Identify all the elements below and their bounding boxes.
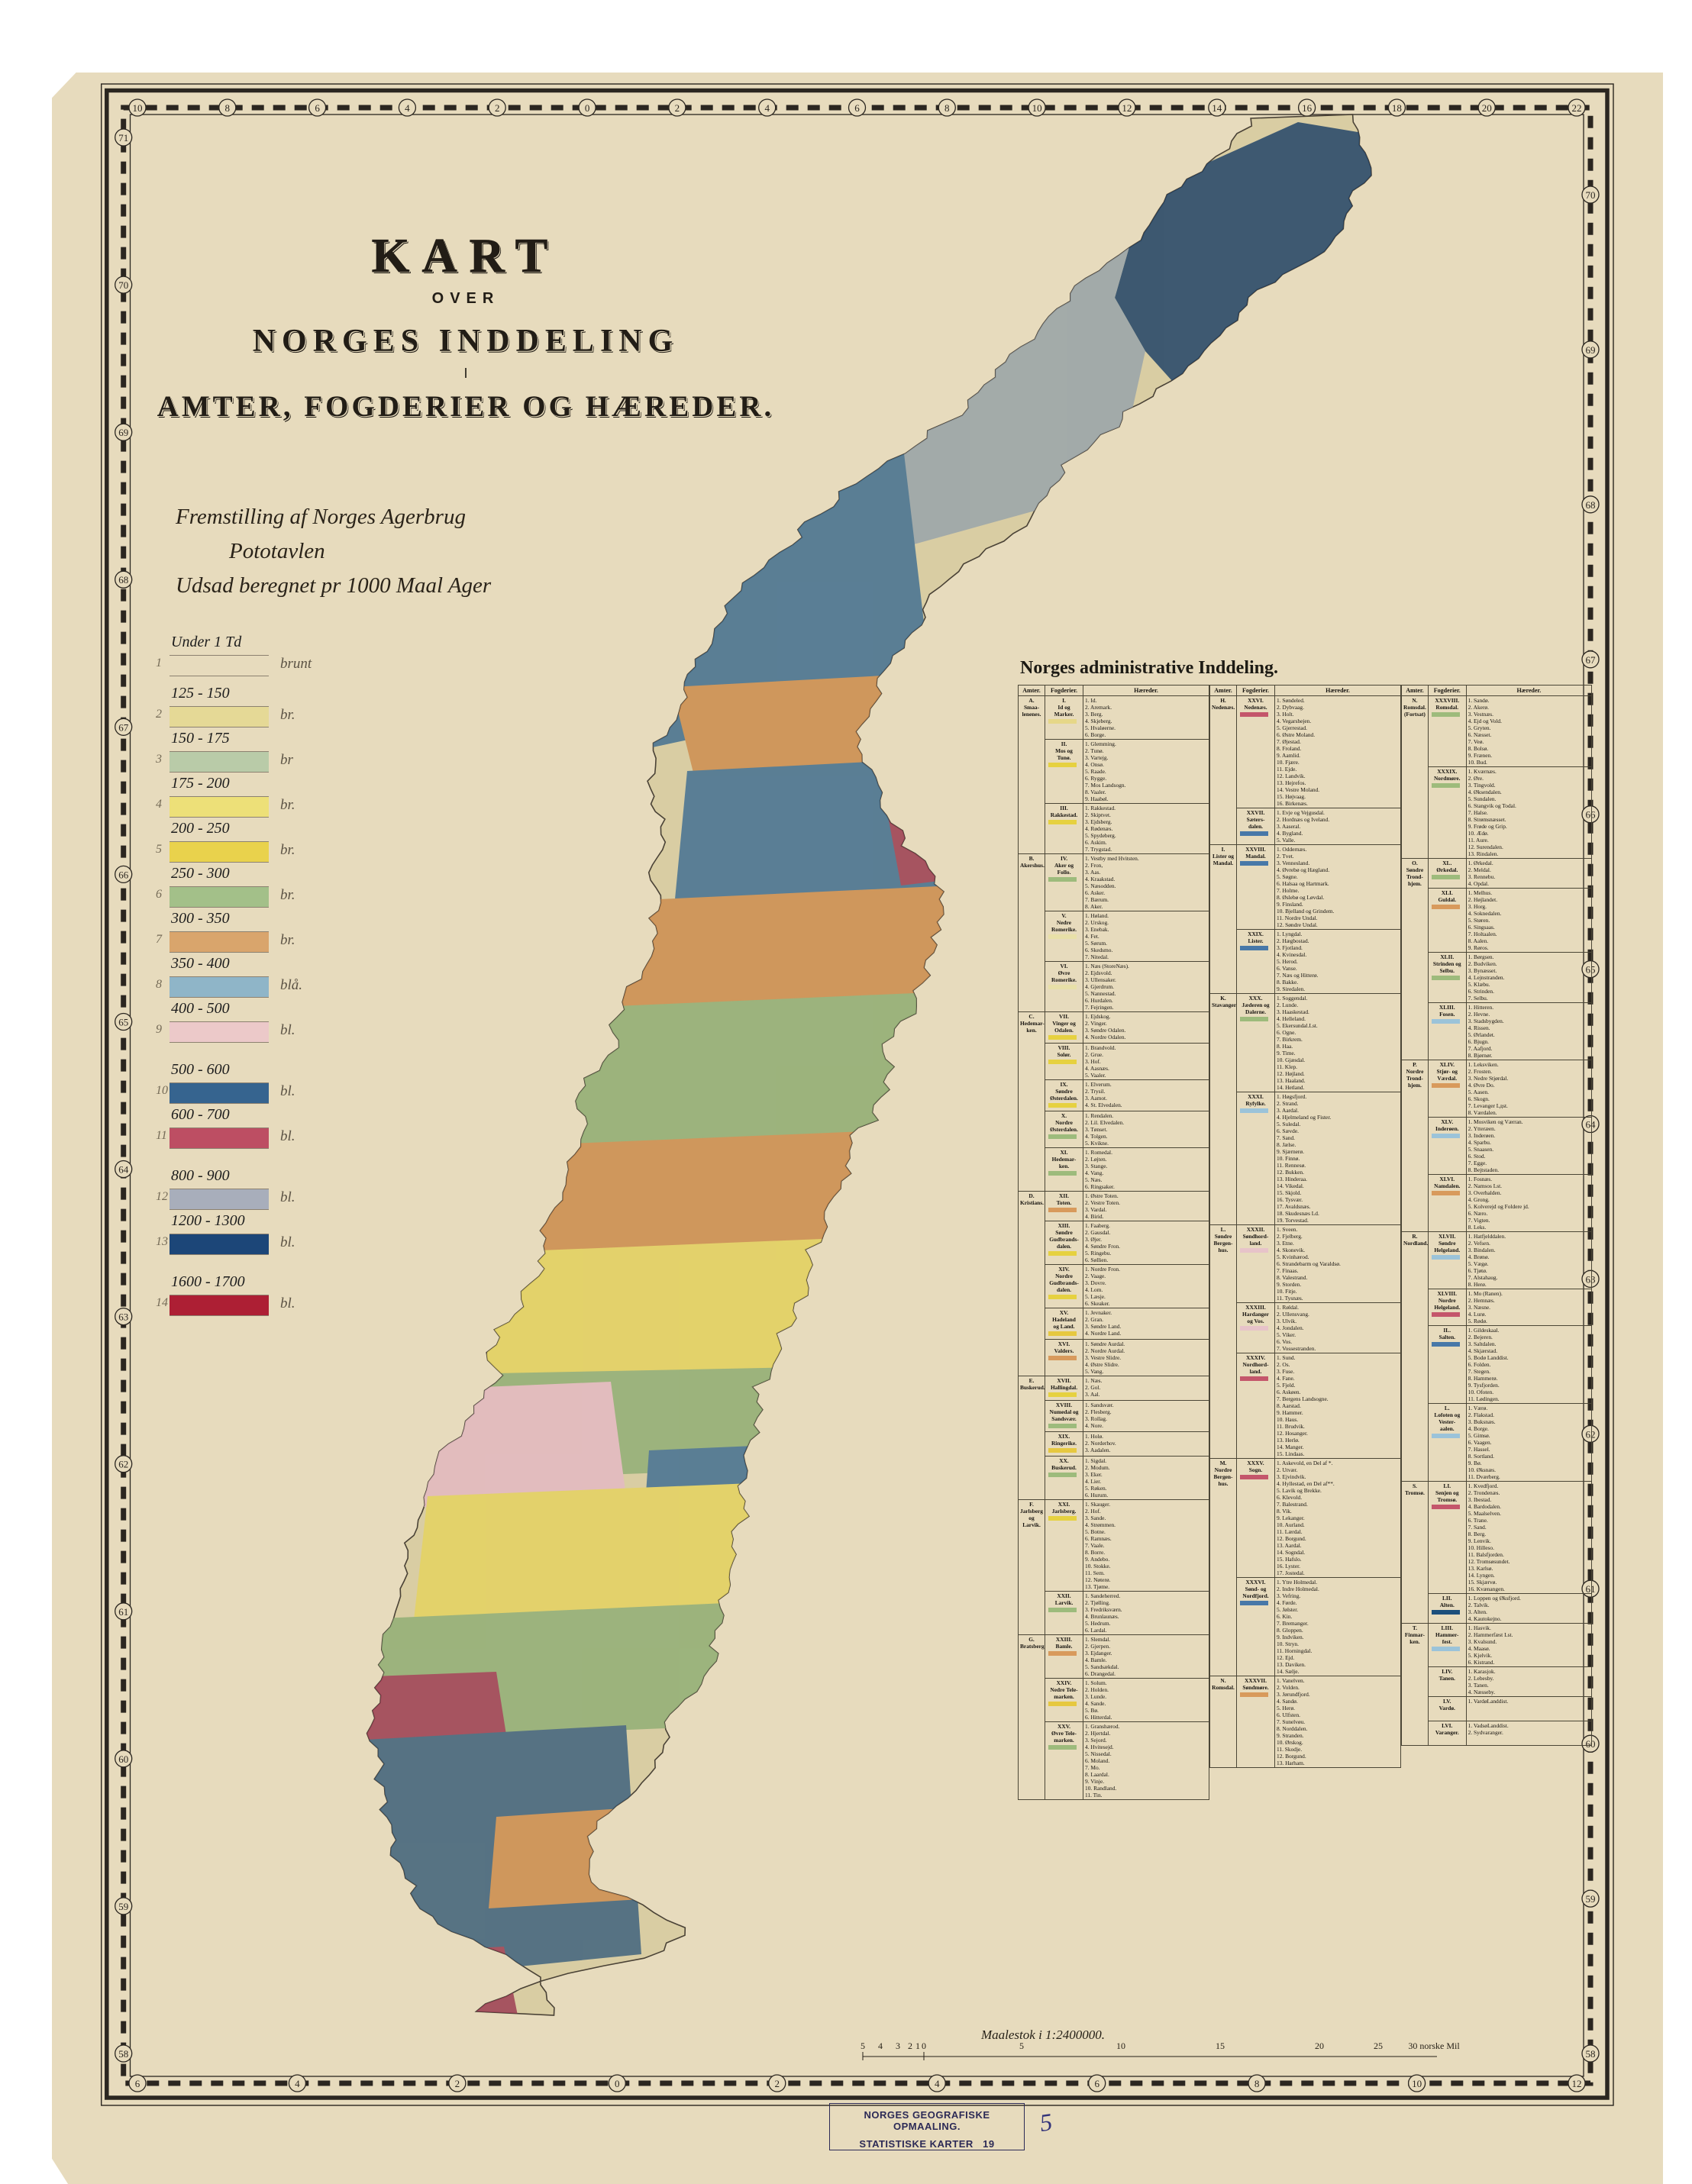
svg-text:0: 0 [922, 2040, 926, 2051]
svg-text:4: 4 [878, 2040, 883, 2051]
svg-text:25: 25 [1374, 2040, 1383, 2051]
svg-text:3: 3 [896, 2040, 900, 2051]
svg-text:2: 2 [908, 2040, 912, 2051]
svg-text:30 norske Mil: 30 norske Mil [1408, 2040, 1460, 2051]
svg-text:20: 20 [1315, 2040, 1324, 2051]
svg-text:10: 10 [1116, 2040, 1125, 2051]
svg-text:5: 5 [861, 2040, 865, 2051]
svg-text:1: 1 [915, 2040, 920, 2051]
svg-text:15: 15 [1216, 2040, 1225, 2051]
